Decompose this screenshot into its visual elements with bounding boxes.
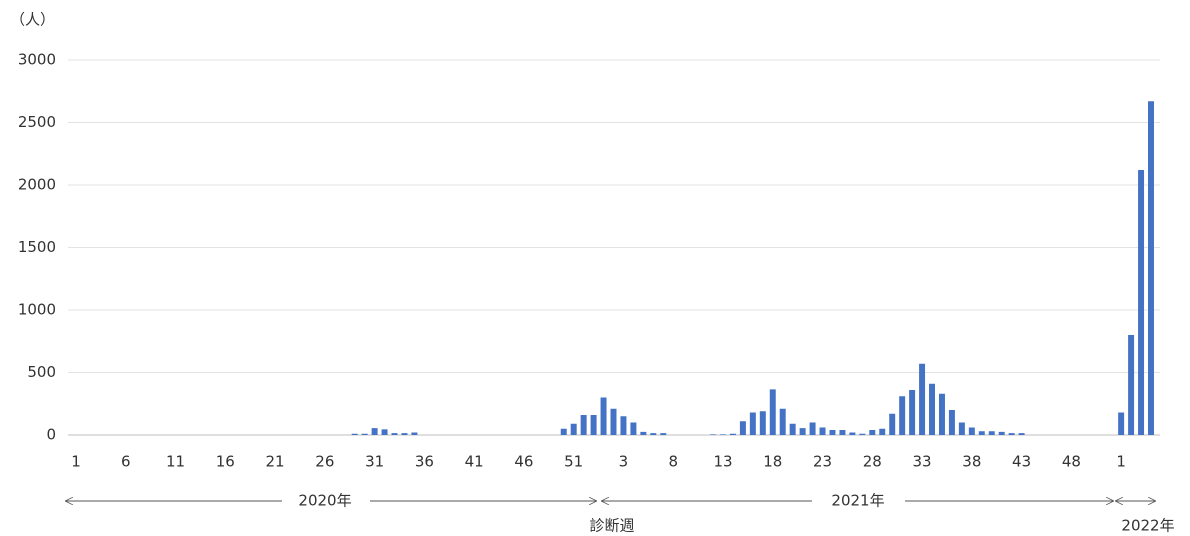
x-tick-label: 3	[619, 453, 629, 471]
x-tick-label: 6	[121, 453, 131, 471]
period-label: 2021年	[831, 492, 884, 510]
bar	[859, 433, 866, 435]
bar	[978, 431, 985, 435]
bar	[958, 422, 965, 435]
x-tick-label: 23	[813, 453, 832, 471]
bar	[829, 430, 836, 435]
bar	[1148, 101, 1154, 435]
bar	[809, 422, 816, 435]
bar	[819, 427, 826, 435]
bar	[998, 431, 1005, 435]
bar	[789, 423, 796, 435]
y-unit: （人）	[10, 11, 55, 29]
x-tick-label: 11	[166, 453, 185, 471]
x-tick-label: 51	[564, 453, 583, 471]
bar	[640, 431, 647, 435]
bar	[779, 408, 786, 435]
bar	[401, 433, 408, 435]
bar	[919, 363, 926, 435]
bar	[1018, 433, 1025, 435]
period-label: 2022年	[1121, 517, 1174, 535]
x-tick-label: 13	[713, 453, 732, 471]
y-tick-label: 3000	[18, 51, 56, 69]
x-tick-label: 16	[216, 453, 235, 471]
bar	[650, 433, 657, 435]
bar	[600, 397, 607, 435]
bar	[769, 389, 776, 435]
bar	[1008, 433, 1015, 435]
bar	[948, 410, 955, 435]
bar	[889, 413, 896, 435]
x-tick-label: 18	[763, 453, 782, 471]
bar	[590, 415, 597, 435]
x-tick-label: 31	[365, 453, 384, 471]
x-tick-label: 36	[415, 453, 434, 471]
period-label: 2020年	[298, 492, 351, 510]
x-tick-label: 1	[1116, 453, 1126, 471]
y-tick-label: 1500	[18, 238, 56, 256]
x-tick-label: 21	[266, 453, 285, 471]
x-tick-label: 8	[668, 453, 678, 471]
bar	[361, 433, 368, 435]
x-tick-label: 46	[514, 453, 533, 471]
bar	[580, 415, 587, 435]
bar	[799, 428, 806, 435]
bar	[839, 430, 846, 435]
x-tick-label: 38	[962, 453, 981, 471]
bar	[739, 421, 746, 435]
x-tick-label: 41	[465, 453, 484, 471]
bar	[371, 428, 378, 435]
bar	[1118, 412, 1125, 435]
y-tick-label: 1000	[18, 301, 56, 319]
bar	[610, 408, 617, 435]
bar	[729, 433, 736, 435]
bar	[899, 396, 906, 435]
y-tick-label: 0	[46, 426, 56, 444]
bar	[988, 431, 995, 435]
bar	[660, 433, 667, 435]
bar	[849, 432, 856, 435]
y-tick-label: 2000	[18, 176, 56, 194]
x-tick-label: 28	[863, 453, 882, 471]
bar	[720, 434, 726, 435]
bar	[1128, 335, 1135, 435]
bar	[381, 429, 388, 435]
bar	[560, 428, 567, 435]
bar	[968, 427, 975, 435]
bar	[620, 416, 627, 435]
bar	[630, 422, 637, 435]
bar	[570, 423, 577, 435]
bar	[351, 433, 358, 435]
bar	[749, 412, 756, 435]
bar	[929, 383, 936, 435]
x-tick-label: 1	[71, 453, 81, 471]
x-tick-label: 43	[1012, 453, 1031, 471]
bar	[938, 393, 945, 435]
bar	[879, 428, 886, 435]
bar	[391, 433, 398, 435]
bar	[869, 430, 876, 435]
x-tick-label: 26	[315, 453, 334, 471]
bar	[759, 411, 766, 435]
bar	[710, 434, 717, 435]
x-tick-label: 48	[1062, 453, 1081, 471]
bar	[1138, 170, 1145, 435]
y-tick-label: 500	[27, 363, 56, 381]
bar	[909, 390, 916, 435]
bar	[411, 432, 418, 435]
x-axis-title: 診断週	[589, 517, 634, 535]
x-tick-label: 33	[913, 453, 932, 471]
y-tick-label: 2500	[18, 113, 56, 131]
